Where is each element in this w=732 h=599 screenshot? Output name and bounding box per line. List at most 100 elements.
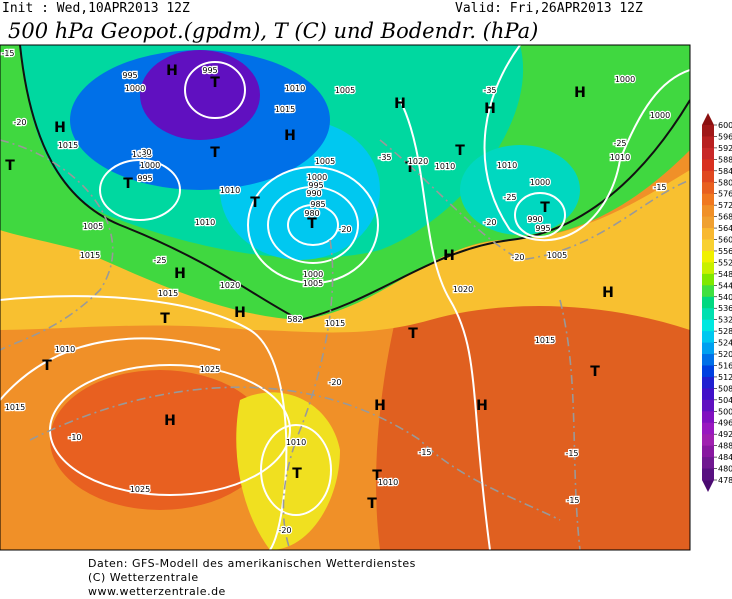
legend-swatch: [702, 262, 714, 275]
footer-copyright: (C) Wetterzentrale: [88, 571, 199, 584]
low-marker: T: [367, 496, 377, 512]
contour-label: -20: [13, 118, 26, 127]
contour-552: [19, 45, 690, 322]
legend-tick-label: 556: [718, 247, 732, 256]
isotherm: [559, 299, 581, 550]
contour-label: 1000: [307, 173, 327, 182]
legend-tick-label: 492: [718, 430, 732, 439]
legend-tick-label: 600: [718, 121, 732, 130]
legend-tick-label: 580: [718, 178, 732, 187]
contour-label: 1025: [130, 485, 150, 494]
legend-tick-label: 504: [718, 396, 732, 405]
contour-label: 1015: [58, 141, 78, 150]
legend-swatch: [702, 445, 714, 458]
legend-swatch: [702, 468, 714, 481]
footer-url: www.wetterzentrale.de: [88, 585, 226, 598]
isobar: [483, 45, 690, 242]
legend-swatch: [702, 422, 714, 435]
legend-swatch: [702, 342, 714, 355]
contour-label: 985: [310, 200, 325, 209]
legend-tick-label: 572: [718, 201, 732, 210]
contour-label: 1010: [378, 478, 398, 487]
contour-label: 1000: [303, 270, 323, 279]
isobar: [99, 159, 181, 221]
isotherm: [29, 386, 561, 521]
legend-tick-label: 596: [718, 132, 732, 141]
cold-core: [460, 145, 580, 235]
contour-label: -35: [378, 153, 391, 162]
legend-tick-label: 576: [718, 190, 732, 199]
contour-label: -35: [483, 86, 496, 95]
contour-label: -20: [511, 253, 524, 262]
legend-swatch: [702, 205, 714, 218]
contour-label: 1020: [408, 157, 428, 166]
low-marker: T: [42, 358, 52, 374]
high-marker: H: [374, 398, 386, 414]
contour-label: -15: [1, 49, 14, 58]
contour-label: -10: [68, 433, 81, 442]
contour-label: 1000: [530, 178, 550, 187]
low-marker: T: [160, 311, 170, 327]
high-marker: H: [443, 248, 455, 264]
contour-label: -25: [153, 256, 166, 265]
low-marker: T: [405, 160, 415, 176]
contour-label: 1005: [303, 279, 323, 288]
legend-swatch: [702, 228, 714, 241]
legend-swatch: [702, 296, 714, 309]
legend-tick-label: 484: [718, 453, 732, 462]
contour-label: 1015: [535, 336, 555, 345]
contour-label: 1005: [335, 86, 355, 95]
isotherm: [0, 139, 114, 351]
legend-swatch: [702, 136, 714, 149]
legend-tick-label: 508: [718, 384, 732, 393]
init-time: Init : Wed,10APR2013 12Z: [2, 1, 190, 16]
color-legend: 600 596 592 588 584 580 576 572 568 564 560 556 552 5…: [702, 113, 732, 492]
legend-tick-label: 568: [718, 213, 732, 222]
legend-swatch: [702, 285, 714, 298]
low-marker: T: [292, 466, 302, 482]
high-marker: H: [174, 266, 186, 282]
legend-tick-label: 480: [718, 465, 732, 474]
contour-label: 1005: [83, 222, 103, 231]
contour-label: -20: [483, 218, 496, 227]
warm-region: [50, 370, 270, 510]
isotherm: [379, 139, 690, 261]
low-marker: T: [210, 145, 220, 161]
low-marker: T: [540, 200, 550, 216]
contour-label: -25: [503, 193, 516, 202]
contour-label: -20: [278, 526, 291, 535]
isobar: [247, 166, 379, 284]
contour-label: 1005: [315, 157, 335, 166]
isobar: [0, 337, 221, 401]
legend-tick-label: 500: [718, 407, 732, 416]
legend-tick-label: 540: [718, 293, 732, 302]
legend-tick-label: 552: [718, 258, 732, 267]
legend-tick-label: 532: [718, 316, 732, 325]
isobar: [399, 99, 491, 550]
contour-label: 1020: [453, 285, 473, 294]
contour-label: 1015: [80, 251, 100, 260]
contour-label: -20: [338, 225, 351, 234]
contour-label: -15: [653, 183, 666, 192]
low-marker: T: [590, 364, 600, 380]
legend-tick-label: 544: [718, 281, 732, 290]
low-marker: T: [408, 326, 418, 342]
legend-swatch: [702, 125, 714, 137]
legend-swatch: [702, 159, 714, 172]
contour-label: 1010: [55, 345, 75, 354]
legend-tick-label: 588: [718, 155, 732, 164]
legend-tick-label: 478: [718, 476, 732, 485]
low-marker: T: [5, 158, 15, 174]
contour-label: 1015: [158, 289, 178, 298]
legend-tick-label: 584: [718, 167, 732, 176]
legend-swatch: [702, 434, 714, 447]
contour-label: 995: [122, 71, 137, 80]
legend-tick-label: 592: [718, 144, 732, 153]
contour-label: 1015: [325, 319, 345, 328]
legend-swatch: [702, 193, 714, 206]
contour-label: 995: [535, 224, 550, 233]
isobar: [287, 204, 339, 246]
warm-region: [376, 250, 690, 550]
